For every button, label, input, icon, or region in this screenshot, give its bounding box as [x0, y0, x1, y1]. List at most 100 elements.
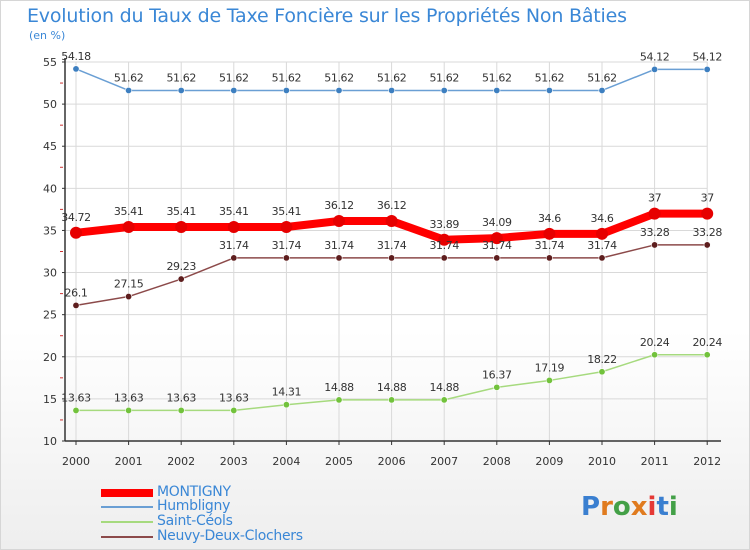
legend-swatch	[101, 536, 153, 538]
legend-label: Saint-Céols	[157, 513, 233, 529]
data-label: 33.89	[429, 218, 459, 231]
logo-letter: o	[612, 492, 631, 522]
data-label: 34.6	[538, 212, 561, 225]
data-point	[175, 220, 188, 233]
proxiti-logo: Proxiti	[581, 492, 678, 522]
data-label: 54.12	[640, 50, 670, 63]
unit-label: (en %)	[29, 29, 66, 42]
x-tick-label: 2005	[325, 455, 353, 468]
data-label: 20.24	[692, 336, 722, 349]
data-point	[545, 254, 553, 262]
data-label: 17.19	[535, 361, 565, 374]
x-tick-label: 2008	[483, 455, 511, 468]
logo-letter: r	[600, 492, 613, 522]
data-label: 13.63	[61, 391, 91, 404]
data-point	[493, 86, 501, 94]
legend-label: Humbligny	[157, 498, 231, 514]
data-label: 35.41	[272, 205, 302, 218]
data-label: 16.37	[482, 368, 512, 381]
data-point	[335, 254, 343, 262]
data-point	[230, 254, 238, 262]
data-label: 31.74	[429, 239, 459, 252]
data-label: 36.12	[377, 199, 407, 212]
data-label: 20.24	[640, 336, 670, 349]
data-point	[651, 351, 659, 359]
data-point	[598, 254, 606, 262]
data-label: 13.63	[114, 391, 144, 404]
data-point	[125, 293, 133, 301]
y-tick-label: 35	[43, 224, 57, 237]
data-point	[282, 254, 290, 262]
data-point	[385, 215, 398, 228]
data-label: 31.74	[272, 239, 302, 252]
data-label: 31.74	[219, 239, 249, 252]
x-tick-label: 2000	[62, 455, 90, 468]
x-tick-label: 2002	[167, 455, 195, 468]
data-point	[651, 65, 659, 73]
data-label: 37	[701, 192, 715, 205]
data-label: 34.72	[61, 211, 91, 224]
data-point	[177, 86, 185, 94]
data-point	[598, 368, 606, 376]
data-point	[703, 351, 711, 359]
data-label: 31.74	[482, 239, 512, 252]
data-label: 51.62	[535, 71, 565, 84]
logo-letter: i	[668, 492, 678, 522]
data-point	[177, 406, 185, 414]
data-label: 26.1	[65, 286, 88, 299]
data-label: 51.62	[114, 71, 144, 84]
data-point	[545, 376, 553, 384]
x-tick-label: 2004	[272, 455, 300, 468]
y-tick-label: 25	[43, 309, 57, 322]
data-label: 35.41	[166, 205, 196, 218]
x-tick-label: 2009	[535, 455, 563, 468]
x-tick-label: 2003	[220, 455, 248, 468]
data-point	[125, 406, 133, 414]
chart-title: Evolution du Taux de Taxe Foncière sur l…	[27, 5, 627, 27]
data-label: 51.62	[272, 71, 302, 84]
data-label: 29.23	[166, 260, 196, 273]
legend-label: MONTIGNY	[157, 484, 231, 500]
x-tick-label: 2007	[430, 455, 458, 468]
data-label: 14.88	[324, 381, 354, 394]
data-point	[648, 207, 661, 220]
data-label: 34.6	[591, 212, 614, 225]
y-tick-label: 10	[43, 435, 57, 448]
data-label: 51.62	[166, 71, 196, 84]
data-label: 18.22	[587, 353, 617, 366]
data-point	[177, 275, 185, 283]
y-tick-label: 45	[43, 140, 57, 153]
data-label: 14.88	[429, 381, 459, 394]
data-label: 54.12	[692, 50, 722, 63]
data-point	[438, 233, 451, 246]
data-label: 34.09	[482, 216, 512, 229]
data-point	[493, 254, 501, 262]
legend-swatch	[101, 521, 153, 523]
data-label: 31.74	[587, 239, 617, 252]
x-tick-label: 2006	[378, 455, 406, 468]
y-tick-label: 15	[43, 393, 57, 406]
data-point	[651, 241, 659, 249]
data-point	[388, 396, 396, 404]
data-label: 14.31	[272, 386, 302, 399]
data-label: 36.12	[324, 199, 354, 212]
y-tick-label: 55	[43, 56, 57, 69]
data-point	[230, 86, 238, 94]
data-label: 51.62	[482, 71, 512, 84]
data-point	[227, 220, 240, 233]
data-label: 51.62	[587, 71, 617, 84]
data-label: 51.62	[377, 71, 407, 84]
logo-letter: t	[656, 492, 669, 522]
data-label: 33.28	[640, 226, 670, 239]
data-label: 54.18	[61, 50, 91, 63]
data-label: 33.28	[692, 226, 722, 239]
data-point	[703, 65, 711, 73]
data-label: 51.62	[219, 71, 249, 84]
data-point	[282, 401, 290, 409]
data-label: 51.62	[429, 71, 459, 84]
data-point	[335, 86, 343, 94]
data-point	[280, 220, 293, 233]
data-label: 31.74	[377, 239, 407, 252]
data-point	[493, 383, 501, 391]
